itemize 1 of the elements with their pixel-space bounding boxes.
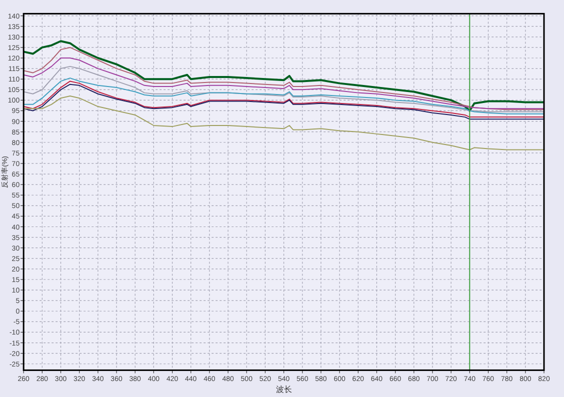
- x-axis-title: 波长: [276, 385, 292, 394]
